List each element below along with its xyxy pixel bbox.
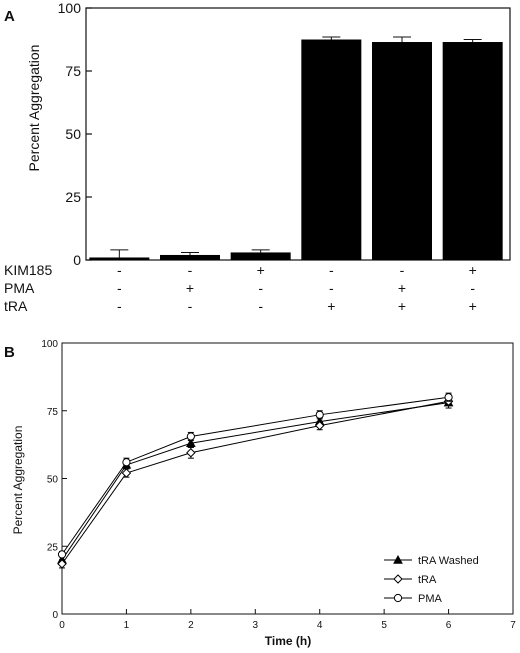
condition-mark: - (117, 262, 122, 278)
panel-b-line-chart: B Percent Aggregation Time (h) 025507510… (4, 339, 516, 648)
x-tick-label: 2 (188, 620, 194, 631)
y-tick-label: 75 (65, 63, 81, 79)
condition-mark: - (329, 262, 334, 278)
condition-mark: - (188, 298, 193, 314)
data-point (121, 468, 132, 478)
legend-marker (393, 554, 403, 564)
x-tick-label: 5 (381, 620, 387, 631)
panel-b-y-axis-label: Percent Aggregation (11, 426, 25, 535)
data-point (186, 438, 196, 447)
data-point (186, 448, 196, 458)
y-tick-label: 50 (47, 475, 59, 486)
x-tick-label: 4 (317, 620, 323, 631)
panel-b-label: B (4, 344, 15, 361)
panel-a-y-axis-label: Percent Aggregation (26, 45, 42, 172)
y-tick-label: 0 (73, 252, 81, 268)
y-tick-label: 100 (58, 0, 82, 16)
x-tick-label: 1 (124, 620, 130, 631)
condition-mark: + (257, 262, 265, 278)
data-point (122, 458, 131, 467)
bar (301, 39, 362, 260)
x-tick-label: 6 (446, 620, 452, 631)
data-point (57, 550, 67, 559)
condition-mark: - (470, 280, 475, 296)
condition-mark: - (117, 280, 122, 296)
condition-mark: - (117, 298, 122, 314)
legend-entry: tRA (418, 574, 437, 586)
y-tick-label: 75 (47, 407, 59, 418)
y-tick-label: 100 (41, 339, 58, 350)
series-line (61, 402, 449, 561)
condition-mark: + (186, 280, 194, 296)
data-point (315, 420, 325, 431)
legend-entry: tRA Washed (418, 555, 479, 567)
data-point (57, 559, 67, 569)
panel-b-x-axis-label: Time (h) (265, 634, 311, 648)
bar (442, 42, 503, 260)
condition-mark: - (400, 262, 405, 278)
y-tick-label: 0 (52, 610, 58, 621)
y-tick-label: 25 (47, 542, 59, 553)
condition-mark: - (329, 280, 334, 296)
condition-label: KIM185 (4, 262, 52, 278)
condition-mark: + (469, 298, 477, 314)
panel-a-bar-chart: A Percent Aggregation 0 25 50 75 100 KIM185 - -… (4, 0, 511, 314)
panel-a-label: A (4, 8, 15, 25)
bar (372, 42, 432, 260)
legend-entry: PMA (418, 593, 443, 605)
legend-marker (393, 574, 403, 584)
bar (89, 257, 150, 260)
bar (160, 254, 220, 260)
y-tick-label: 50 (65, 126, 81, 142)
condition-mark: - (258, 280, 263, 296)
data-point (186, 432, 195, 441)
condition-mark: + (469, 262, 477, 278)
x-tick-label: 0 (59, 620, 65, 631)
panel-b-plot-frame (61, 342, 514, 615)
condition-mark: + (327, 298, 335, 314)
data-point (444, 393, 453, 402)
x-tick-label: 7 (510, 620, 516, 631)
series-line (61, 396, 449, 555)
condition-label: PMA (4, 280, 35, 296)
condition-label: tRA (4, 298, 28, 314)
legend-marker (393, 593, 403, 603)
data-point (315, 410, 324, 419)
condition-mark: + (398, 298, 406, 314)
y-tick-label: 25 (65, 189, 81, 205)
bar (230, 252, 291, 260)
x-tick-label: 3 (253, 620, 259, 631)
condition-mark: - (188, 262, 193, 278)
condition-mark: - (258, 298, 263, 314)
condition-mark: + (398, 280, 406, 296)
